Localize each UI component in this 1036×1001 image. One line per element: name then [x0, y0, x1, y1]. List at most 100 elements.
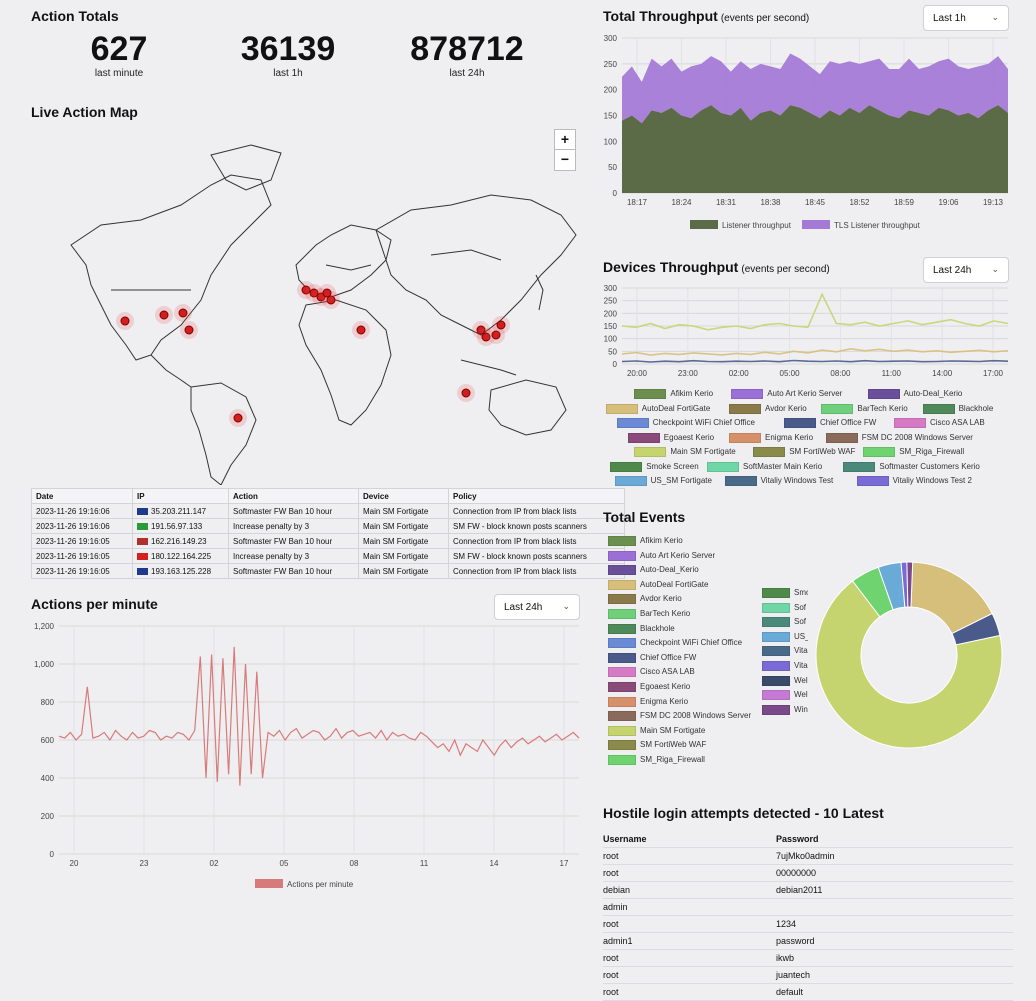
event-row[interactable]: 2023-11-26 19:16:06 35.203.211.147 Softmas… [31, 503, 625, 519]
total-events-legend-item[interactable]: BarTech Kerio [608, 609, 690, 619]
event-row[interactable]: 2023-11-26 19:16:06 191.56.97.133 Increase… [31, 518, 625, 534]
legend-swatch [608, 667, 636, 678]
devices-legend: Afikim Kerio Auto Art Kerio Server Auto-De… [600, 389, 1012, 489]
hostile-password: 1234 [776, 915, 1013, 933]
total-events-legend-item[interactable]: Sof [762, 602, 806, 613]
event-row[interactable]: 2023-11-26 19:16:05 180.122.164.225 Increa… [31, 548, 625, 564]
devices-legend-item[interactable]: Softmaster Customers Kerio [843, 461, 980, 472]
total-events-legend-item[interactable]: Chief Office FW [608, 652, 696, 663]
devices-legend-item[interactable]: AutoDeal FortiGate [605, 403, 710, 414]
hostile-password: password [776, 932, 1013, 950]
devices-legend-item[interactable]: US_SM Fortigate [614, 476, 712, 486]
total-events-legend-label: SM_Riga_Firewall [640, 755, 705, 765]
devices-legend-item[interactable]: FSM DC 2008 Windows Server [825, 432, 973, 443]
event-row[interactable]: 2023-11-26 19:16:05 162.216.149.23 Softmas… [31, 533, 625, 549]
total-events-legend-item[interactable]: Vita [762, 646, 808, 657]
devices-legend-item[interactable]: SoftMaster Main Kerio [707, 461, 822, 472]
world-map[interactable] [31, 125, 582, 486]
y-tick-label: 0 [613, 189, 618, 198]
total-events-legend-item[interactable]: Avdor Kerio [608, 594, 682, 605]
event-ip-cell: 162.216.149.23 [132, 533, 229, 549]
devices-series-line [621, 347, 1009, 356]
total-label: last 24h [449, 68, 485, 79]
hostile-username: root [603, 983, 776, 1001]
devices-legend-label: BarTech Kerio [857, 403, 908, 413]
y-tick-label: 150 [604, 112, 618, 121]
y-tick-label: 50 [608, 163, 617, 172]
devices-legend-item[interactable]: Checkpoint WiFi Chief Office [616, 418, 755, 428]
total-events-legend-item[interactable]: Enigma Kerio [608, 696, 689, 707]
devices-legend-item[interactable]: SM_Riga_Firewall [863, 447, 964, 457]
hostile-row: admin [603, 898, 1013, 916]
devices-legend-item[interactable]: Afikim Kerio [634, 389, 713, 399]
devices-legend-item[interactable]: SM FortiWeb WAF [753, 447, 855, 457]
total-events-legend-item[interactable]: SM FortiWeb WAF [608, 740, 706, 751]
legend-swatch [863, 447, 896, 457]
legend-swatch [690, 220, 718, 229]
total-events-legend-item[interactable]: US_ [762, 631, 808, 642]
total-events-legend-label: Enigma Kerio [640, 696, 689, 706]
devices-legend-item[interactable]: Main SM Fortigate [634, 447, 736, 457]
devices-legend-item[interactable]: Chief Office FW [784, 418, 876, 428]
total-events-legend-item[interactable]: FSM DC 2008 Windows Server [608, 711, 752, 722]
devices-legend-item[interactable]: Egoaest Kerio [627, 432, 714, 443]
total-events-legend-item[interactable]: Wel [762, 675, 808, 686]
devices-legend-item[interactable]: Auto-Deal_Kerio [867, 389, 962, 399]
devices-legend-item[interactable]: Vitaliy Windows Test 2 [856, 476, 972, 486]
total-events-legend-item[interactable]: Sof [762, 617, 806, 628]
devices-legend-label: Enigma Kerio [765, 432, 814, 442]
total-events-legend-item[interactable]: Vita [762, 661, 808, 671]
events-col-header: Policy [448, 488, 625, 504]
legend-swatch [608, 696, 636, 707]
devices-legend-item[interactable]: Smoke Screen [610, 461, 699, 472]
devices-legend-item[interactable]: Vitaliy Windows Test [724, 476, 833, 486]
total-events-legend-item[interactable]: SM_Riga_Firewall [608, 755, 705, 765]
devices-legend-item[interactable]: Auto Art Kerio Server [731, 389, 842, 399]
total-events-legend-item[interactable]: Main SM Fortigate [608, 725, 705, 736]
total-events-legend-item[interactable]: Blackhole [608, 623, 675, 634]
throughput-range-select[interactable]: Last 1h ⌄ [923, 5, 1009, 31]
attack-marker [178, 308, 188, 318]
y-tick-label: 300 [604, 34, 618, 43]
total-events-legend-item[interactable]: Checkpoint WiFi Chief Office [608, 638, 742, 649]
devices-legend-item[interactable]: Blackhole [922, 403, 993, 414]
total-events-legend-item[interactable]: Wel [762, 690, 808, 701]
total-events-legend-item[interactable]: Egoaest Kerio [608, 682, 690, 692]
event-device: Main SM Fortigate [358, 548, 449, 564]
total-events-legend-item[interactable]: Afikim Kerio [608, 536, 683, 546]
throughput-legend-label: Listener throughput [722, 221, 792, 230]
x-tick-label: 18:24 [671, 198, 692, 207]
legend-swatch [608, 652, 636, 663]
zoom-in-button[interactable]: + [554, 129, 576, 151]
event-ip-cell: 193.163.125.228 [132, 563, 229, 579]
devices-legend-label: Chief Office FW [820, 418, 877, 428]
flag-icon [137, 552, 148, 560]
devices-legend-item[interactable]: Avdor Kerio [729, 403, 807, 414]
north-america-outline [70, 174, 272, 361]
total-events-legend-item[interactable]: Win [762, 704, 808, 715]
event-row[interactable]: 2023-11-26 19:16:05 193.163.125.228 Softma… [31, 563, 625, 579]
legend-swatch [608, 755, 636, 765]
devices-legend-item[interactable]: Enigma Kerio [729, 432, 814, 443]
total-events-legend-item[interactable]: Cisco ASA LAB [608, 667, 695, 678]
hostile-row: root 7ujMko0admin [603, 847, 1013, 865]
total-events-legend-item[interactable]: AutoDeal FortiGate [608, 579, 708, 590]
hostile-logins-wrap: Username Password root 7ujMko0admin root 000… [603, 831, 1013, 1001]
legend-swatch [922, 403, 955, 414]
zoom-out-button[interactable]: − [554, 149, 576, 171]
total-events-legend-label: FSM DC 2008 Windows Server [640, 711, 752, 721]
total-events-legend-item[interactable]: Auto-Deal_Kerio [608, 565, 699, 576]
asia-border [430, 249, 502, 261]
apm-range-select[interactable]: Last 24h ⌄ [494, 594, 580, 620]
apm-series-line [58, 646, 580, 786]
devices-legend-item[interactable]: BarTech Kerio [821, 403, 908, 414]
total-events-legend-item[interactable]: Smo [762, 588, 808, 598]
attack-marker [120, 316, 130, 326]
legend-swatch [731, 389, 764, 399]
event-action: Softmaster FW Ban 10 hour [228, 533, 359, 549]
legend-swatch [762, 617, 790, 628]
total-events-legend-item[interactable]: Auto Art Kerio Server [608, 550, 715, 561]
devices-legend-item[interactable]: Cisco ASA LAB [894, 418, 985, 428]
devices-range-select[interactable]: Last 24h ⌄ [923, 257, 1009, 283]
total-events-legend-label: Afikim Kerio [640, 536, 683, 546]
